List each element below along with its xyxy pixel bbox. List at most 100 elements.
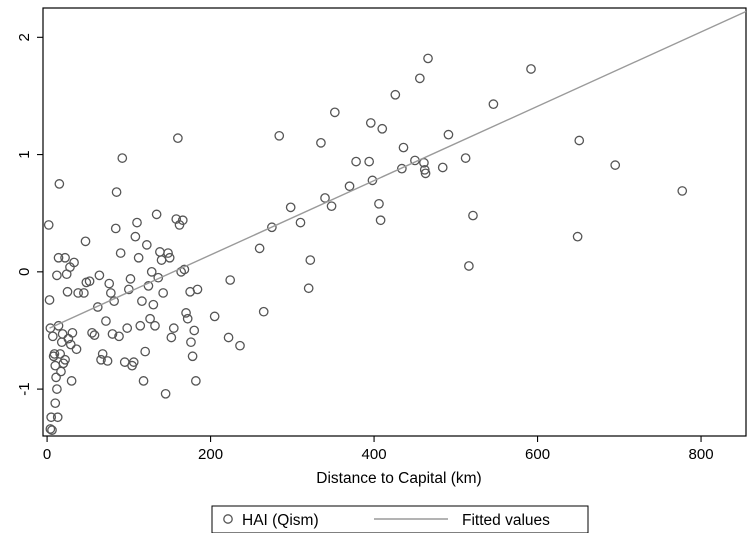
y-tick-label: 1 xyxy=(16,150,33,158)
data-point xyxy=(187,351,198,362)
data-point xyxy=(114,331,124,342)
data-point xyxy=(106,288,116,298)
data-point xyxy=(141,240,152,250)
x-tick-label: 200 xyxy=(198,446,223,463)
fitted-line xyxy=(49,10,747,329)
data-point xyxy=(49,349,60,359)
data-point xyxy=(488,99,499,110)
data-point xyxy=(146,266,157,277)
data-point xyxy=(351,156,361,167)
data-point xyxy=(423,53,433,64)
data-point xyxy=(171,214,182,224)
data-point xyxy=(130,231,141,242)
data-point xyxy=(166,332,177,343)
data-point xyxy=(107,329,118,339)
data-point xyxy=(62,286,73,297)
data-point xyxy=(437,162,448,173)
legend-label-hai: HAI (Qism) xyxy=(242,512,319,529)
data-point xyxy=(163,248,173,258)
data-point xyxy=(160,388,171,399)
x-tick-label: 0 xyxy=(43,446,51,463)
data-point xyxy=(102,356,113,366)
data-point xyxy=(285,202,296,213)
data-point xyxy=(377,123,388,134)
data-point xyxy=(138,376,149,386)
data-point xyxy=(235,340,245,351)
y-axis: -1 0 1 2 xyxy=(16,33,43,396)
data-point xyxy=(117,153,128,163)
data-point xyxy=(122,323,133,333)
data-point xyxy=(677,186,688,196)
data-point xyxy=(367,175,378,186)
data-point xyxy=(173,133,183,144)
x-axis-title: Distance to Capital (km) xyxy=(316,470,481,487)
fit-layer xyxy=(49,10,747,329)
data-point xyxy=(80,236,91,247)
data-point xyxy=(101,316,111,326)
data-point xyxy=(87,327,97,338)
data-point xyxy=(168,323,179,333)
data-point xyxy=(66,376,77,386)
data-point xyxy=(258,306,269,317)
data-point xyxy=(365,118,376,128)
data-point xyxy=(326,201,337,212)
x-tick-label: 600 xyxy=(525,446,550,463)
data-point xyxy=(125,274,136,284)
data-point xyxy=(111,187,122,197)
data-point xyxy=(51,372,61,383)
data-point xyxy=(153,272,164,283)
x-tick-label: 800 xyxy=(689,446,714,463)
data-point xyxy=(96,354,106,365)
data-point xyxy=(164,252,175,263)
data-point xyxy=(254,243,265,254)
data-point xyxy=(460,153,471,163)
data-point xyxy=(46,412,57,423)
data-point xyxy=(137,296,147,306)
data-point xyxy=(52,384,62,394)
legend-marker-icon xyxy=(223,514,233,524)
data-point xyxy=(69,257,79,268)
data-point xyxy=(375,215,386,226)
data-point xyxy=(305,255,316,265)
data-point xyxy=(44,295,55,305)
data-point xyxy=(420,168,431,179)
data-point xyxy=(419,164,430,175)
data-point xyxy=(55,349,66,359)
data-point xyxy=(274,130,285,141)
data-point xyxy=(374,198,384,209)
y-tick-label: 0 xyxy=(16,268,33,276)
data-point xyxy=(56,366,66,377)
data-point xyxy=(155,247,165,257)
data-point xyxy=(344,181,355,192)
data-point xyxy=(47,425,57,435)
data-point xyxy=(189,325,200,336)
data-point xyxy=(303,283,314,294)
plot-frame xyxy=(42,7,747,437)
data-point xyxy=(610,160,621,170)
data-point xyxy=(148,299,159,310)
data-point xyxy=(94,270,105,281)
data-point xyxy=(295,217,306,228)
data-point xyxy=(79,288,89,298)
data-point xyxy=(397,163,407,174)
data-point xyxy=(574,135,585,146)
data-point xyxy=(186,337,196,348)
data-point xyxy=(225,275,236,285)
legend: HAI (Qism) Fitted values xyxy=(211,505,589,533)
data-point xyxy=(156,255,167,265)
data-point xyxy=(54,179,65,189)
data-point xyxy=(364,156,375,167)
y-tick-label: 2 xyxy=(16,33,33,41)
data-point xyxy=(209,311,220,322)
data-point xyxy=(45,424,56,434)
data-point xyxy=(47,331,58,342)
data-point xyxy=(181,308,191,318)
data-point xyxy=(464,261,474,271)
data-point xyxy=(468,210,478,221)
data-point xyxy=(52,270,62,281)
data-point xyxy=(67,327,78,338)
data-point xyxy=(60,354,70,365)
data-point xyxy=(92,302,103,312)
